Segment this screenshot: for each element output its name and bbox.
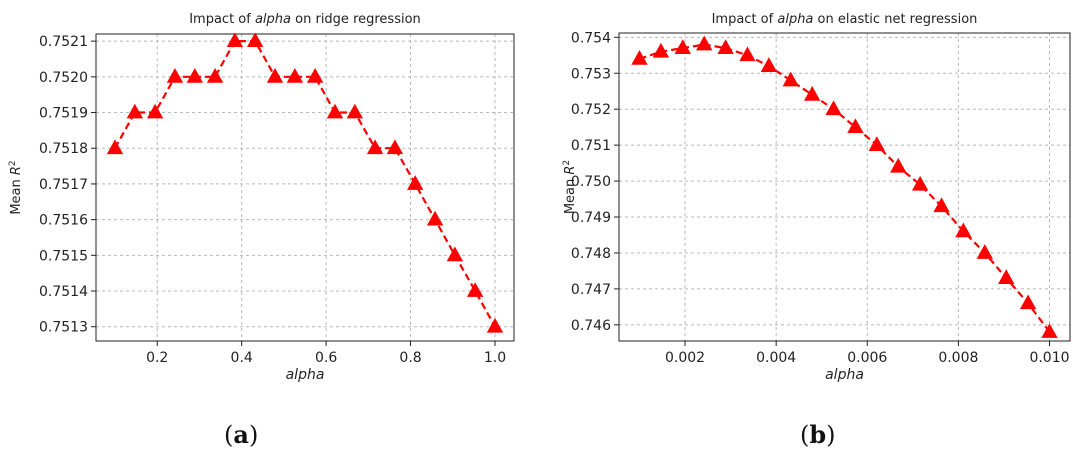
y-tick-label: 0.749 [571, 210, 611, 226]
data-point-marker [106, 139, 124, 155]
y-tick-label: 0.7515 [39, 248, 88, 264]
x-tick-label: 0.002 [665, 350, 705, 366]
data-point-marker [696, 35, 713, 51]
plot-frame [618, 32, 1071, 342]
data-point-marker [1041, 323, 1058, 338]
chart-panel-b: Impact of alpha on elastic net regressio… [536, 0, 1073, 450]
data-point-marker [286, 68, 304, 83]
data-point-marker [486, 317, 504, 333]
y-axis-label: Mean R2 [562, 160, 578, 214]
y-axis-label-superscript: 2 [562, 160, 572, 166]
y-axis-label-main: Mean [9, 175, 24, 215]
y-axis-label: Mean R2 [8, 160, 24, 214]
y-tick-label: 0.7516 [39, 213, 88, 229]
data-point-marker [146, 103, 164, 119]
y-axis-label-main: Mean [563, 175, 578, 215]
data-point-marker [326, 103, 344, 119]
data-point-marker [803, 85, 821, 101]
data-point-marker [890, 157, 907, 173]
data-point-marker [166, 68, 184, 83]
data-point-marker [426, 210, 444, 226]
data-point-marker [739, 46, 756, 62]
y-tick-label: 0.7517 [39, 177, 88, 193]
y-tick-label: 0.750 [571, 174, 611, 190]
y-axis-label-symbol: R [563, 166, 578, 175]
data-point-marker [955, 222, 972, 238]
data-point-marker [717, 39, 734, 54]
y-axis-label-symbol: R [9, 166, 24, 175]
data-point-marker [186, 68, 203, 83]
data-point-marker [674, 39, 691, 54]
data-point-marker [366, 139, 384, 155]
chart-title-suffix: on elastic net regression [813, 12, 977, 27]
y-tick-label: 0.7514 [39, 284, 88, 300]
x-tick-label: 0.6 [315, 350, 337, 366]
x-tick-label: 0.006 [847, 350, 887, 366]
data-point-marker [1019, 294, 1037, 310]
y-tick-label: 0.752 [571, 102, 611, 118]
y-tick-label: 0.7519 [39, 106, 88, 122]
data-point-marker [760, 57, 778, 72]
ridge-regression-chart: Impact of alpha on ridge regression 0.2 0.… [8, 12, 515, 383]
x-tick-label: 0.2 [146, 350, 168, 366]
y-tick-label: 0.747 [571, 282, 611, 298]
chart-title: Impact of alpha on ridge regression [189, 12, 421, 27]
y-tick-label: 0.7513 [39, 320, 88, 336]
data-point-marker [126, 103, 144, 119]
data-point-marker [386, 139, 404, 155]
x-tick-label: 0.8 [399, 350, 421, 366]
y-tick-label: 0.746 [571, 318, 611, 334]
data-point-marker [847, 118, 864, 134]
y-tick-label: 0.7518 [39, 141, 88, 157]
data-point-marker [998, 269, 1015, 285]
data-point-marker [407, 175, 424, 190]
x-tick-label: 1.0 [484, 350, 506, 366]
chart-title-italic: alpha [255, 12, 291, 27]
data-point-marker [346, 103, 364, 119]
chart-title-italic: alpha [777, 12, 813, 27]
data-point-marker [206, 68, 224, 83]
plot-frame [95, 33, 515, 342]
x-axis-label: alpha [286, 367, 325, 383]
data-point-marker [306, 68, 324, 83]
data-point-marker [466, 282, 484, 297]
data-point-marker [226, 32, 244, 48]
y-axis-label-superscript: 2 [8, 160, 18, 166]
x-tick-label: 0.010 [1029, 350, 1069, 366]
data-point-marker [652, 42, 670, 58]
data-point-marker [825, 100, 842, 116]
y-tick-label: 0.7521 [39, 34, 88, 50]
subfigure-label-a: (a) [224, 420, 259, 449]
data-point-marker [266, 68, 284, 83]
chart-title-suffix: on ridge regression [291, 12, 421, 27]
chart-title-prefix: Impact of [712, 12, 778, 27]
data-point-marker [868, 136, 886, 152]
x-tick-label: 0.004 [756, 350, 796, 366]
y-tick-label: 0.7520 [39, 70, 88, 86]
x-axis-label: alpha [825, 367, 864, 383]
y-tick-label: 0.751 [571, 138, 611, 154]
x-tick-label: 0.008 [938, 350, 978, 366]
data-point-marker [782, 71, 799, 87]
data-point-marker [446, 246, 464, 262]
data-point-marker [911, 175, 929, 191]
y-tick-label: 0.753 [571, 66, 611, 82]
x-tick-label: 0.4 [231, 350, 253, 366]
data-point-marker [976, 244, 993, 259]
data-point-marker [933, 197, 950, 213]
chart-title-prefix: Impact of [189, 12, 255, 27]
data-point-marker [246, 32, 264, 48]
chart-title: Impact of alpha on elastic net regressio… [712, 12, 978, 27]
subfigure-label-b: (b) [800, 420, 836, 449]
chart-panel-a: Impact of alpha on ridge regression 0.2 0.… [0, 0, 536, 450]
y-tick-label: 0.754 [571, 30, 611, 46]
data-point-marker [631, 50, 648, 65]
elastic-net-regression-chart: Impact of alpha on elastic net regressio… [562, 12, 1071, 383]
y-tick-label: 0.748 [571, 246, 611, 262]
